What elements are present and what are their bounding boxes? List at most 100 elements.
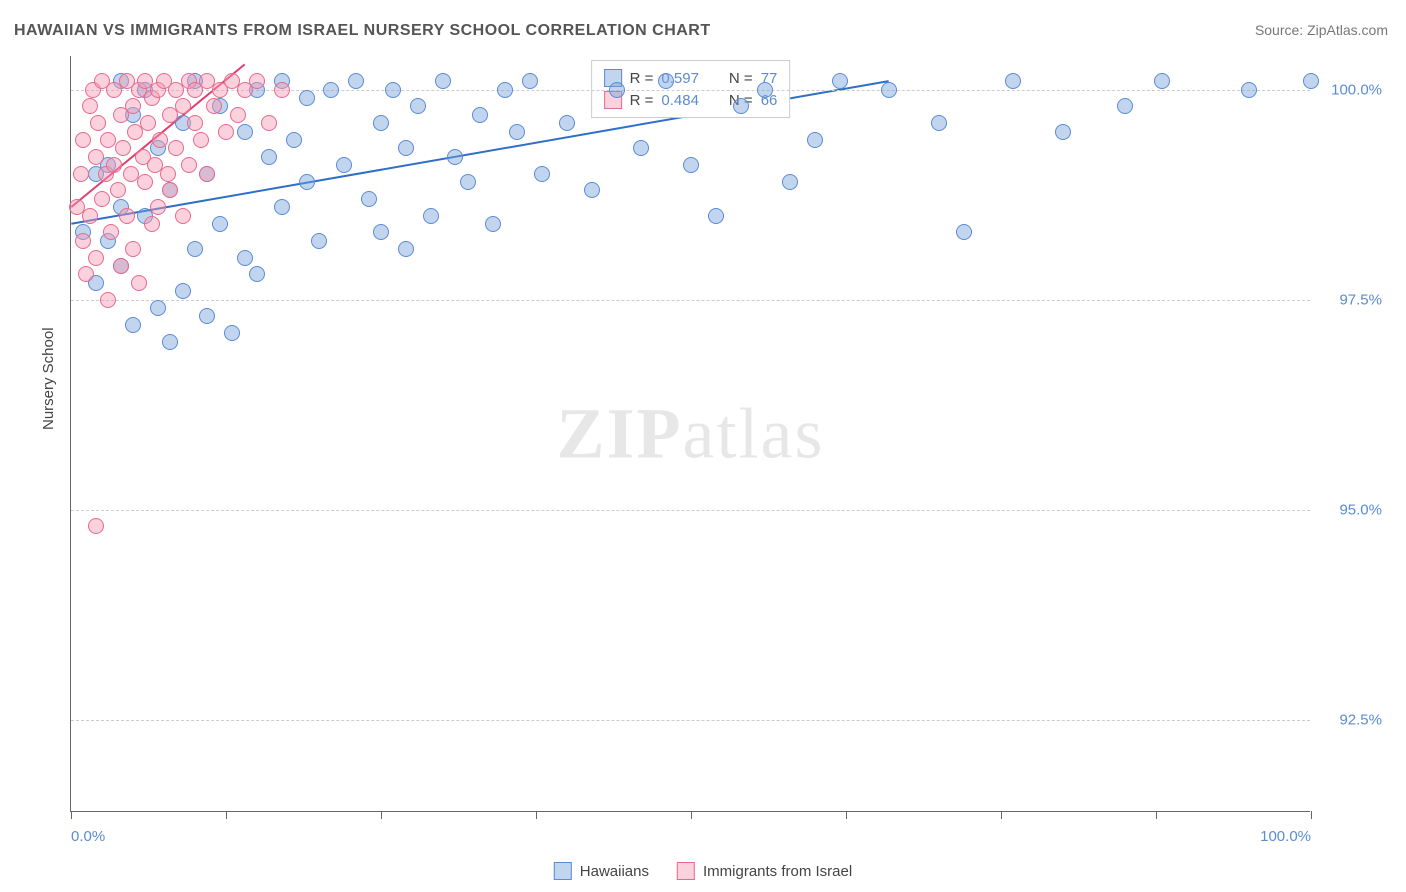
scatter-point <box>193 132 209 148</box>
scatter-point <box>832 73 848 89</box>
scatter-point <box>100 132 116 148</box>
scatter-point <box>931 115 947 131</box>
scatter-point <box>373 115 389 131</box>
scatter-point <box>398 241 414 257</box>
scatter-point <box>249 73 265 89</box>
scatter-point <box>175 283 191 299</box>
scatter-point <box>299 174 315 190</box>
legend-row: R = 0.597N = 77 <box>604 67 778 89</box>
scatter-point <box>168 140 184 156</box>
scatter-point <box>485 216 501 232</box>
scatter-point <box>131 275 147 291</box>
y-axis-title: Nursery School <box>40 327 57 430</box>
scatter-point <box>683 157 699 173</box>
x-tick-label: 100.0% <box>1260 828 1311 845</box>
scatter-point <box>75 132 91 148</box>
x-tick <box>1311 811 1312 819</box>
scatter-point <box>522 73 538 89</box>
scatter-point <box>311 233 327 249</box>
scatter-point <box>261 149 277 165</box>
scatter-point <box>410 98 426 114</box>
legend-swatch <box>554 862 572 880</box>
legend-swatch <box>677 862 695 880</box>
scatter-point <box>113 258 129 274</box>
scatter-point <box>106 157 122 173</box>
scatter-point <box>175 98 191 114</box>
scatter-point <box>385 82 401 98</box>
scatter-point <box>274 199 290 215</box>
legend-n-label: N = <box>729 70 753 87</box>
scatter-point <box>94 191 110 207</box>
chart-container: HAWAIIAN VS IMMIGRANTS FROM ISRAEL NURSE… <box>0 0 1406 892</box>
scatter-point <box>534 166 550 182</box>
scatter-point <box>299 90 315 106</box>
scatter-point <box>150 300 166 316</box>
scatter-point <box>137 174 153 190</box>
scatter-point <box>150 199 166 215</box>
watermark: ZIPatlas <box>557 392 825 475</box>
scatter-point <box>160 166 176 182</box>
scatter-point <box>398 140 414 156</box>
y-tick-label: 95.0% <box>1322 501 1382 518</box>
scatter-point <box>88 149 104 165</box>
gridline-h <box>71 720 1310 721</box>
scatter-point <box>509 124 525 140</box>
scatter-point <box>1055 124 1071 140</box>
scatter-point <box>162 334 178 350</box>
scatter-point <box>110 182 126 198</box>
scatter-point <box>88 250 104 266</box>
scatter-point <box>199 166 215 182</box>
scatter-point <box>447 149 463 165</box>
scatter-point <box>956 224 972 240</box>
chart-title: HAWAIIAN VS IMMIGRANTS FROM ISRAEL NURSE… <box>14 22 711 40</box>
scatter-point <box>1117 98 1133 114</box>
plot-area: ZIPatlas R = 0.597N = 77R = 0.484N = 66 … <box>70 56 1310 812</box>
scatter-point <box>249 266 265 282</box>
gridline-h <box>71 300 1310 301</box>
scatter-point <box>125 317 141 333</box>
x-tick <box>691 811 692 819</box>
scatter-point <box>82 98 98 114</box>
scatter-point <box>187 241 203 257</box>
y-tick-label: 92.5% <box>1322 711 1382 728</box>
scatter-point <box>261 115 277 131</box>
scatter-point <box>423 208 439 224</box>
scatter-point <box>274 82 290 98</box>
scatter-point <box>497 82 513 98</box>
scatter-point <box>336 157 352 173</box>
scatter-point <box>373 224 389 240</box>
scatter-point <box>708 208 724 224</box>
scatter-point <box>187 115 203 131</box>
scatter-point <box>152 132 168 148</box>
scatter-point <box>361 191 377 207</box>
x-tick <box>536 811 537 819</box>
scatter-point <box>633 140 649 156</box>
scatter-point <box>144 216 160 232</box>
legend-r-label: R = <box>630 70 654 87</box>
y-tick-label: 100.0% <box>1322 81 1382 98</box>
x-tick <box>846 811 847 819</box>
x-tick <box>381 811 382 819</box>
scatter-point <box>323 82 339 98</box>
legend-r-label: R = <box>630 92 654 109</box>
scatter-point <box>75 233 91 249</box>
scatter-point <box>584 182 600 198</box>
scatter-point <box>199 308 215 324</box>
scatter-point <box>1005 73 1021 89</box>
scatter-point <box>115 140 131 156</box>
scatter-point <box>125 241 141 257</box>
legend-row: R = 0.484N = 66 <box>604 89 778 111</box>
scatter-point <box>460 174 476 190</box>
scatter-point <box>237 124 253 140</box>
legend-label: Immigrants from Israel <box>703 863 852 880</box>
legend-r-value: 0.484 <box>661 92 699 109</box>
scatter-point <box>175 208 191 224</box>
scatter-point <box>90 115 106 131</box>
scatter-point <box>103 224 119 240</box>
scatter-point <box>73 166 89 182</box>
scatter-point <box>658 73 674 89</box>
scatter-point <box>435 73 451 89</box>
x-tick <box>1156 811 1157 819</box>
source-attribution: Source: ZipAtlas.com <box>1255 22 1388 38</box>
scatter-point <box>782 174 798 190</box>
